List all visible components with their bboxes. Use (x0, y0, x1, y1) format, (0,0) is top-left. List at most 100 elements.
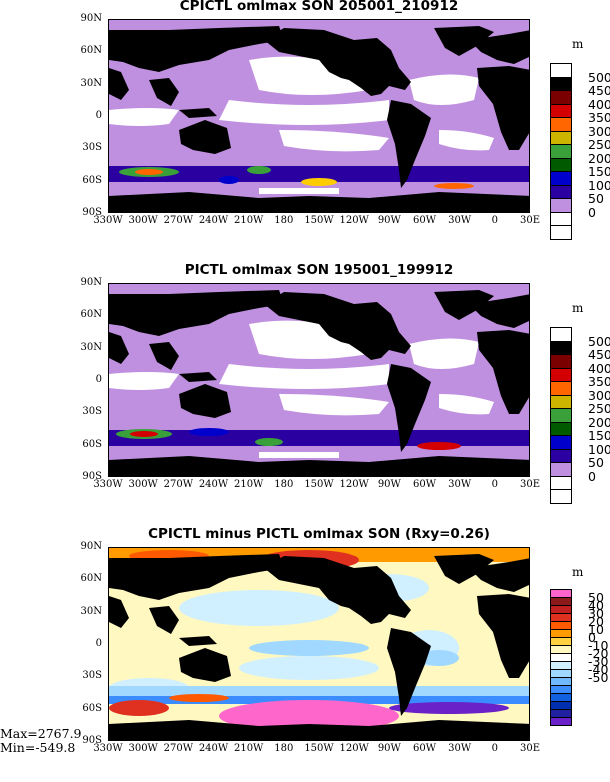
lat-label: 30S (82, 670, 102, 682)
lon-label: 300W (128, 743, 158, 754)
map-panel-3 (108, 547, 530, 741)
colorbar-label: 300 (588, 387, 610, 403)
lat-label: 60N (80, 45, 102, 57)
lon-label: 180 (274, 743, 294, 754)
colorbar-swatch (550, 462, 572, 477)
colorbar-swatch (550, 130, 572, 145)
map-panel-1 (108, 19, 530, 213)
colorbar-swatch (550, 184, 572, 199)
lat-label: 60N (80, 309, 102, 321)
colorbar-label: 450 (588, 83, 610, 98)
colorbar-swatch (550, 381, 572, 396)
lon-label: 0 (491, 743, 499, 754)
colorbar-label: 200 (588, 150, 610, 166)
colorbar-swatch (550, 117, 572, 132)
colorbar-label: 0 (588, 468, 596, 484)
lat-label: 90N (80, 277, 102, 288)
lon-label: 90W (377, 479, 401, 490)
colorbar-label: 100 (588, 177, 610, 193)
colorbar-swatch (550, 408, 572, 423)
lon-label: 0 (491, 215, 499, 226)
colorbar-label: 50 (588, 191, 604, 206)
panel-3-title: CPICTL minus PICTL omlmax SON (Rxy=0.26) (148, 526, 490, 542)
colorbar-swatch (550, 198, 572, 213)
lat-label: 60S (82, 438, 102, 450)
lat-label: 60S (82, 702, 102, 714)
colorbar-label: 300 (588, 123, 610, 139)
colorbar-label: 400 (588, 96, 610, 112)
lon-label: 330W (93, 743, 123, 754)
colorbar-label: -10 (588, 638, 609, 653)
map-panel-2 (108, 283, 530, 477)
lat-label: 90N (80, 541, 102, 552)
lon-label: 300W (128, 215, 158, 226)
lon-label: 0 (491, 479, 499, 490)
colorbar-swatch (550, 103, 572, 118)
colorbar-label: 30 (588, 606, 604, 621)
lat-label: 90S (82, 207, 102, 218)
lon-label: 30E (519, 743, 541, 754)
lon-label: 150W (304, 479, 334, 490)
colorbar-label: 10 (588, 622, 604, 637)
lat-label: 30N (80, 77, 102, 89)
lat-label: 30N (80, 341, 102, 353)
colorbar-swatch (550, 435, 572, 450)
colorbar-label: 50 (588, 455, 604, 470)
colorbar-label: -50 (588, 670, 609, 685)
lon-label: 90W (377, 215, 401, 226)
colorbar-label: 400 (588, 360, 610, 376)
lon-label: 210W (233, 215, 264, 226)
lon-label: 60W (412, 215, 436, 226)
lat-label: 30S (82, 142, 102, 154)
lat-label: 90S (82, 471, 102, 482)
colorbar-label: 20 (588, 614, 604, 629)
lon-label: 120W (339, 479, 369, 490)
colorbar-label: 0 (588, 204, 596, 220)
min-stat: Min=-549.8 (0, 740, 76, 755)
colorbar-swatch (550, 475, 572, 490)
colorbar-swatch (550, 421, 572, 436)
lon-label: 30W (448, 215, 472, 226)
lon-label: 30W (448, 743, 472, 754)
lon-label: 180 (274, 479, 294, 490)
lon-label: 60W (412, 743, 436, 754)
colorbar-label: 350 (588, 374, 610, 389)
colorbar-label: 200 (588, 414, 610, 430)
lat-label: 90S (82, 735, 102, 746)
colorbar-swatch (550, 327, 572, 342)
colorbar-label: 250 (588, 401, 610, 416)
colorbar-label: 150 (588, 428, 610, 443)
colorbar-swatch (550, 225, 572, 240)
colorbar-label: -20 (588, 646, 609, 661)
lat-label: 90N (80, 13, 102, 24)
lat-label: 30N (80, 605, 102, 617)
colorbar-swatch (550, 76, 572, 91)
lat-label: 0 (95, 374, 102, 385)
lat-label: 30S (82, 406, 102, 418)
colorbar-label: 350 (588, 110, 610, 125)
units-label-2: m (572, 301, 584, 315)
lon-label: 120W (339, 743, 369, 754)
colorbar-swatch (550, 90, 572, 105)
colorbar-label: 150 (588, 164, 610, 179)
colorbar-label: -30 (588, 654, 609, 669)
colorbar-label: -40 (588, 662, 609, 677)
lon-label: 90W (377, 743, 401, 754)
colorbar-label: 100 (588, 441, 610, 457)
units-label-1: m (572, 37, 584, 51)
lon-label: 180 (274, 215, 294, 226)
colorbar-swatch (550, 394, 572, 409)
lon-label: 330W (93, 215, 123, 226)
lon-label: 120W (339, 215, 369, 226)
colorbar-label: 40 (588, 598, 604, 613)
colorbar-swatch (550, 340, 572, 355)
lon-label: 240W (198, 215, 229, 226)
colorbar-label: 500 (588, 69, 610, 85)
lon-label: 60W (412, 479, 436, 490)
colorbar-swatch (550, 448, 572, 463)
panel-1-title: CPICTL omlmax SON 205001_210912 (179, 0, 459, 14)
lon-label: 270W (163, 479, 194, 490)
colorbar-label: 0 (588, 630, 596, 645)
colorbar-swatch (550, 354, 572, 369)
lon-label: 30W (448, 479, 472, 490)
